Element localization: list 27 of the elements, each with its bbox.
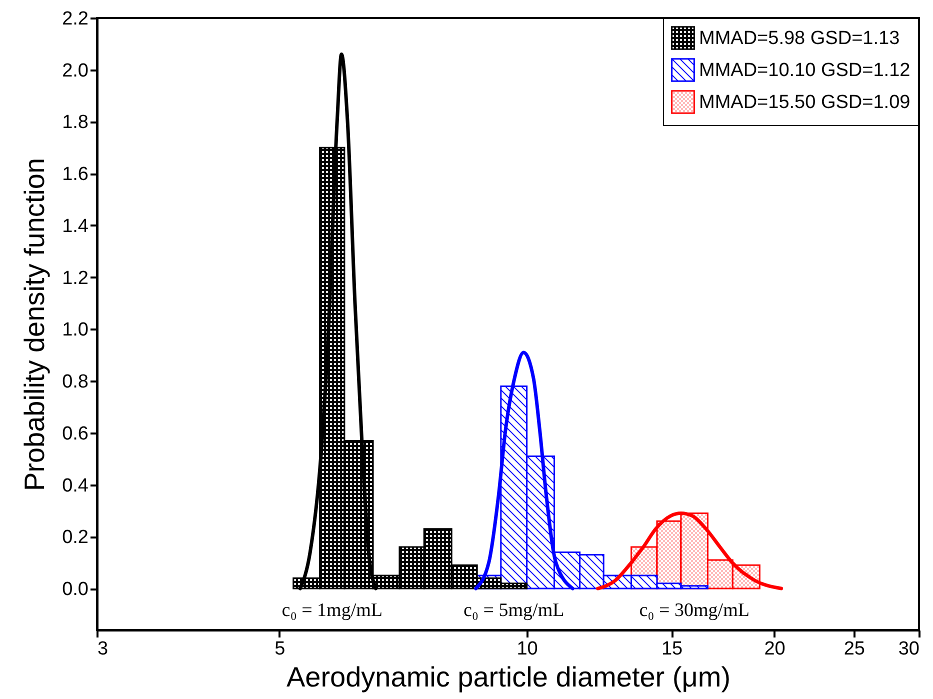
y-axis-title: Probability density function <box>19 158 50 492</box>
x-tick-label: 3 <box>98 638 108 660</box>
y-tick-label: 1.4 <box>62 216 89 237</box>
x-tick-label: 10 <box>516 638 538 660</box>
y-tick-label: 0.6 <box>62 423 88 444</box>
annotation: c₀ = 1mg/mL <box>282 600 382 621</box>
y-tick-label: 0.2 <box>62 527 88 548</box>
x-axis-title: Aerodynamic particle diameter (μm) <box>286 662 731 692</box>
y-tick-label: 2.2 <box>62 8 88 30</box>
annotation: c₀ = 5mg/mL <box>463 600 564 621</box>
y-tick-label: 0.0 <box>62 579 88 600</box>
x-tick-label: 30 <box>898 638 920 660</box>
y-tick-label: 1.2 <box>62 268 88 289</box>
legend-label: MMAD=15.50 GSD=1.09 <box>699 92 910 113</box>
y-tick-label: 1.6 <box>62 164 88 186</box>
annotation: c₀ = 30mg/mL <box>639 600 750 621</box>
y-tick-label: 1.8 <box>62 112 88 134</box>
legend-label: MMAD=5.98 GSD=1.13 <box>699 28 900 49</box>
y-tick-label: 0.8 <box>62 372 88 393</box>
y-tick-label: 2.0 <box>62 60 88 82</box>
x-tick-label: 20 <box>764 638 786 660</box>
x-tick-label: 25 <box>844 638 865 660</box>
legend-label: MMAD=10.10 GSD=1.12 <box>699 60 910 81</box>
x-tick-label: 5 <box>274 638 286 660</box>
x-tick-label: 15 <box>661 638 683 660</box>
y-tick-label: 1.0 <box>62 320 88 341</box>
y-tick-label: 0.4 <box>62 475 89 496</box>
